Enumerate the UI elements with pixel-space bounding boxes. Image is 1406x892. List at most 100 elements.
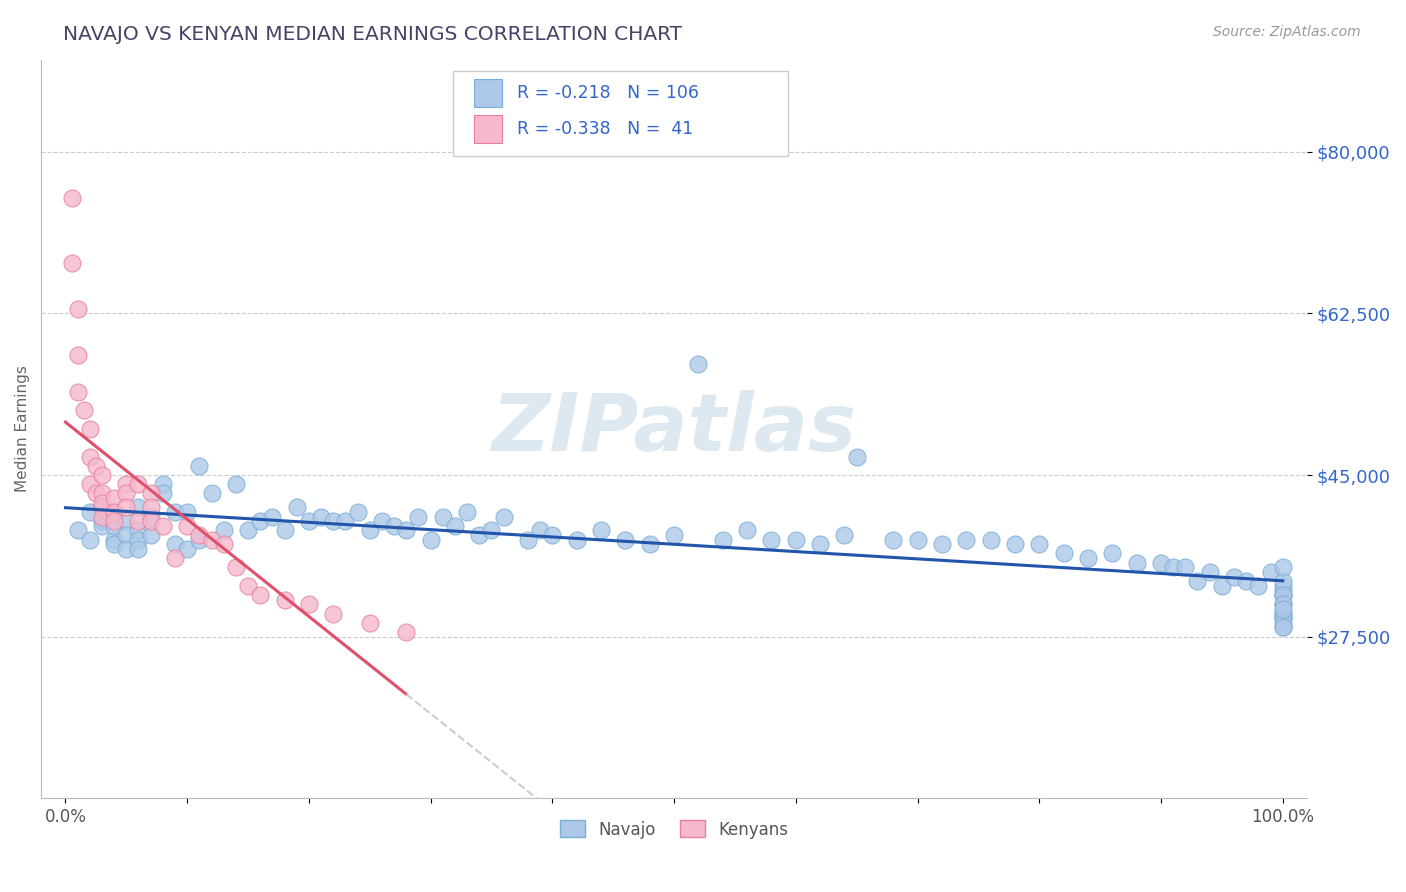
Point [152,518,174,533]
Point [249,514,271,528]
Point [188,533,211,547]
Point [517,533,540,547]
Point [188,528,211,542]
Point [115,528,138,542]
Point [152,477,174,491]
Point [1174,560,1197,574]
Point [395,524,418,538]
Point [1028,537,1050,551]
Point [346,505,368,519]
Point [212,524,235,538]
Point [761,533,783,547]
Point [212,537,235,551]
Point [1271,574,1294,589]
Point [91,509,114,524]
Point [127,541,149,556]
Point [309,509,332,524]
Point [931,537,953,551]
Point [371,514,394,528]
Point [359,524,381,538]
Point [66,348,89,362]
Point [1271,607,1294,621]
Point [79,533,101,547]
Point [127,524,149,538]
Point [845,450,868,464]
Point [127,533,149,547]
Point [103,518,125,533]
Point [456,505,478,519]
Point [1234,574,1257,589]
Point [1271,588,1294,602]
Point [614,533,637,547]
Point [60,191,83,205]
Point [541,528,564,542]
Point [91,500,114,515]
Point [1271,615,1294,630]
Point [115,514,138,528]
Point [103,537,125,551]
Point [1161,560,1184,574]
Text: Source: ZipAtlas.com: Source: ZipAtlas.com [1213,25,1361,39]
Point [955,533,977,547]
Point [139,509,162,524]
Point [103,505,125,519]
Point [91,468,114,483]
Point [249,588,271,602]
Point [285,500,308,515]
Point [882,533,904,547]
Point [1077,551,1099,566]
Point [79,450,101,464]
Point [785,533,807,547]
Point [335,514,357,528]
Point [322,607,344,621]
Point [1223,569,1246,583]
Point [359,615,381,630]
Point [225,477,247,491]
Point [907,533,929,547]
Point [176,541,198,556]
Point [115,541,138,556]
Point [200,486,222,500]
Point [565,533,588,547]
Point [492,509,515,524]
Point [1004,537,1026,551]
Point [1150,556,1173,570]
Point [298,514,321,528]
Point [103,491,125,505]
Point [1271,579,1294,593]
Point [1187,574,1209,589]
FancyBboxPatch shape [474,114,502,143]
Point [91,500,114,515]
Text: ZIPatlas: ZIPatlas [492,390,856,468]
Point [1271,611,1294,625]
Point [1211,579,1233,593]
Point [66,524,89,538]
Point [1125,556,1147,570]
Point [236,579,259,593]
Point [176,505,198,519]
Point [1271,607,1294,621]
Point [163,505,186,519]
Point [91,514,114,528]
Point [382,518,405,533]
Point [127,477,149,491]
Point [115,477,138,491]
Point [1271,620,1294,634]
Point [91,496,114,510]
Point [1271,588,1294,602]
Point [79,505,101,519]
Legend: Navajo, Kenyans: Navajo, Kenyans [553,814,796,846]
Point [66,384,89,399]
Point [529,524,551,538]
Point [688,357,710,371]
Point [127,514,149,528]
Point [139,514,162,528]
Point [139,500,162,515]
Point [273,524,295,538]
Point [66,301,89,316]
Point [1271,597,1294,611]
Text: R = -0.218   N = 106: R = -0.218 N = 106 [517,84,699,102]
Point [200,533,222,547]
Point [468,528,491,542]
Point [139,486,162,500]
